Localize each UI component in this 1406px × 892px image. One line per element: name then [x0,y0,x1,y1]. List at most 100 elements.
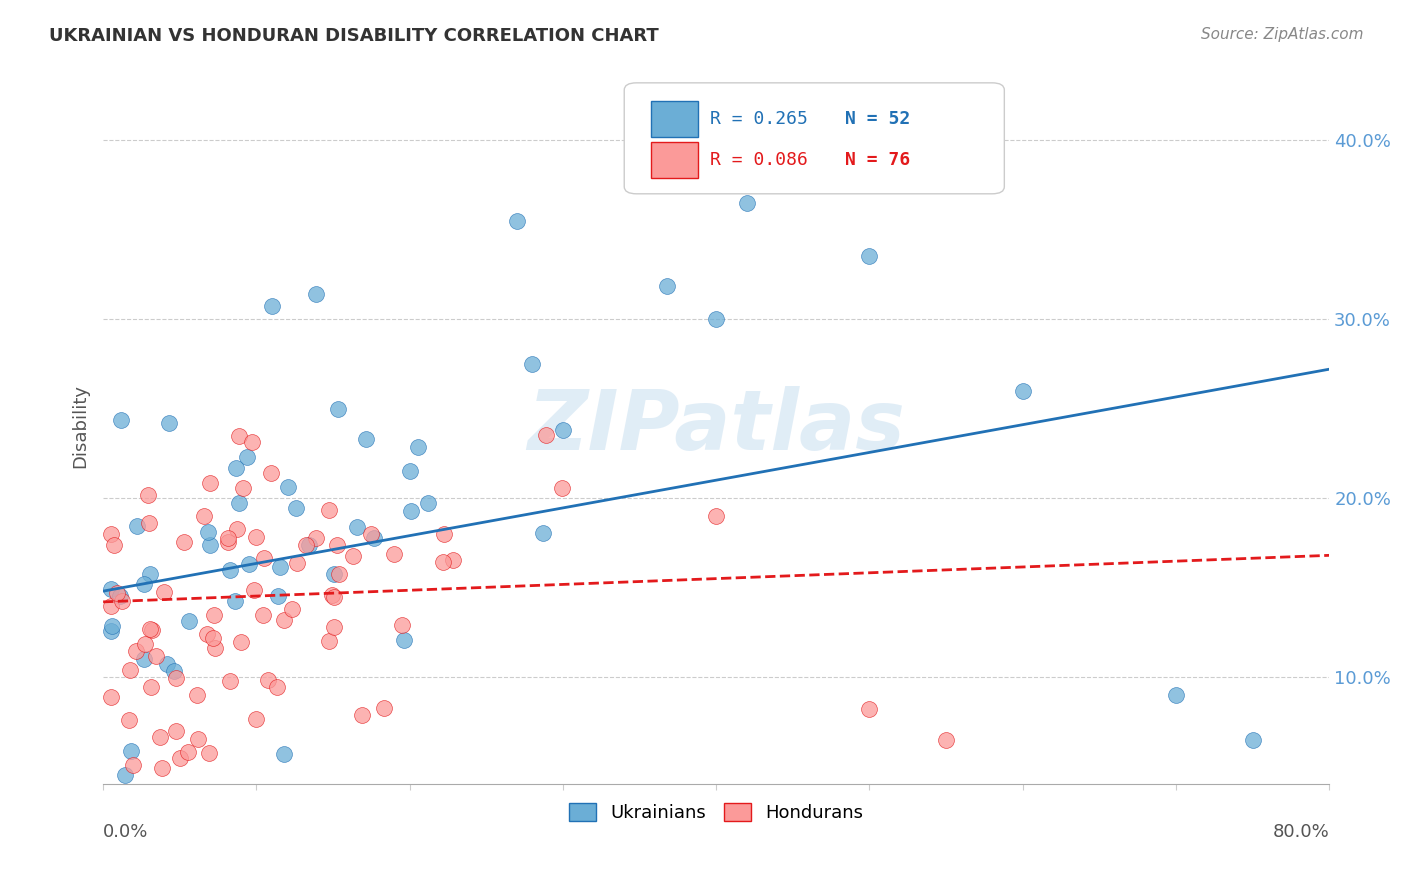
Point [132,651,155,665]
Point [118,713,141,727]
Point [392,633,415,648]
Text: 0.0%: 0.0% [103,823,149,841]
Point [177,615,200,629]
Point [432,527,454,541]
Point [217,534,239,549]
Point [200,538,222,552]
Point [153,585,176,599]
Point [416,496,439,510]
Point [295,538,318,552]
Text: ZIPatlas: ZIPatlas [527,386,905,467]
Point [318,502,340,516]
Point [1164,688,1187,702]
Point [346,519,368,533]
Point [238,558,260,572]
Point [328,566,350,581]
Point [391,618,413,632]
Point [266,680,288,694]
Point [318,633,340,648]
Point [100,624,122,638]
Point [225,522,247,536]
Point [323,620,346,634]
FancyBboxPatch shape [624,83,1004,194]
Point [114,768,136,782]
Point [305,532,328,546]
Point [266,590,288,604]
Point [163,664,186,678]
Point [218,673,240,688]
Point [1241,732,1264,747]
Point [232,481,254,495]
Point [187,731,209,746]
Text: Source: ZipAtlas.com: Source: ZipAtlas.com [1201,27,1364,42]
Point [285,500,308,515]
Point [139,567,162,582]
Point [198,475,221,490]
Bar [651,142,697,178]
Y-axis label: Disability: Disability [72,384,89,468]
Point [134,637,156,651]
Point [165,724,187,739]
Point [441,553,464,567]
Point [298,538,321,552]
Point [100,582,122,597]
Legend: Ukrainians, Hondurans: Ukrainians, Hondurans [561,796,870,829]
Point [858,249,880,263]
Point [1011,384,1033,398]
Point [550,482,572,496]
Point [236,450,259,465]
Point [204,640,226,655]
Point [157,416,180,430]
Point [103,537,125,551]
Point [328,402,350,417]
Point [252,608,274,623]
Point [321,588,343,602]
Point [228,496,250,510]
Point [145,648,167,663]
Point [132,577,155,591]
Point [111,594,134,608]
Point [399,504,422,518]
Text: N = 52: N = 52 [845,110,910,128]
Point [139,681,162,695]
Point [136,487,159,501]
Point [122,758,145,772]
Point [120,744,142,758]
Point [110,413,132,427]
Point [139,623,162,637]
Bar [651,101,697,136]
Point [149,730,172,744]
Point [536,428,558,442]
Point [186,688,208,702]
Point [225,461,247,475]
Point [432,555,454,569]
Point [101,619,124,633]
Point [193,509,215,524]
Point [195,626,218,640]
Point [704,508,727,523]
Point [138,516,160,530]
Point [326,538,349,552]
Point [363,531,385,545]
Point [125,644,148,658]
Point [322,567,344,582]
Text: N = 76: N = 76 [845,151,910,169]
Text: R = 0.086: R = 0.086 [710,151,808,169]
Point [173,534,195,549]
Point [406,440,429,454]
Point [217,531,239,545]
Point [858,702,880,716]
Point [201,631,224,645]
Point [165,671,187,685]
Point [127,518,149,533]
Point [704,312,727,326]
Point [105,586,128,600]
Point [245,530,267,544]
Point [229,635,252,649]
Point [243,582,266,597]
Point [120,663,142,677]
Point [100,599,122,613]
Point [551,423,574,437]
Point [273,613,295,627]
Point [240,434,263,449]
